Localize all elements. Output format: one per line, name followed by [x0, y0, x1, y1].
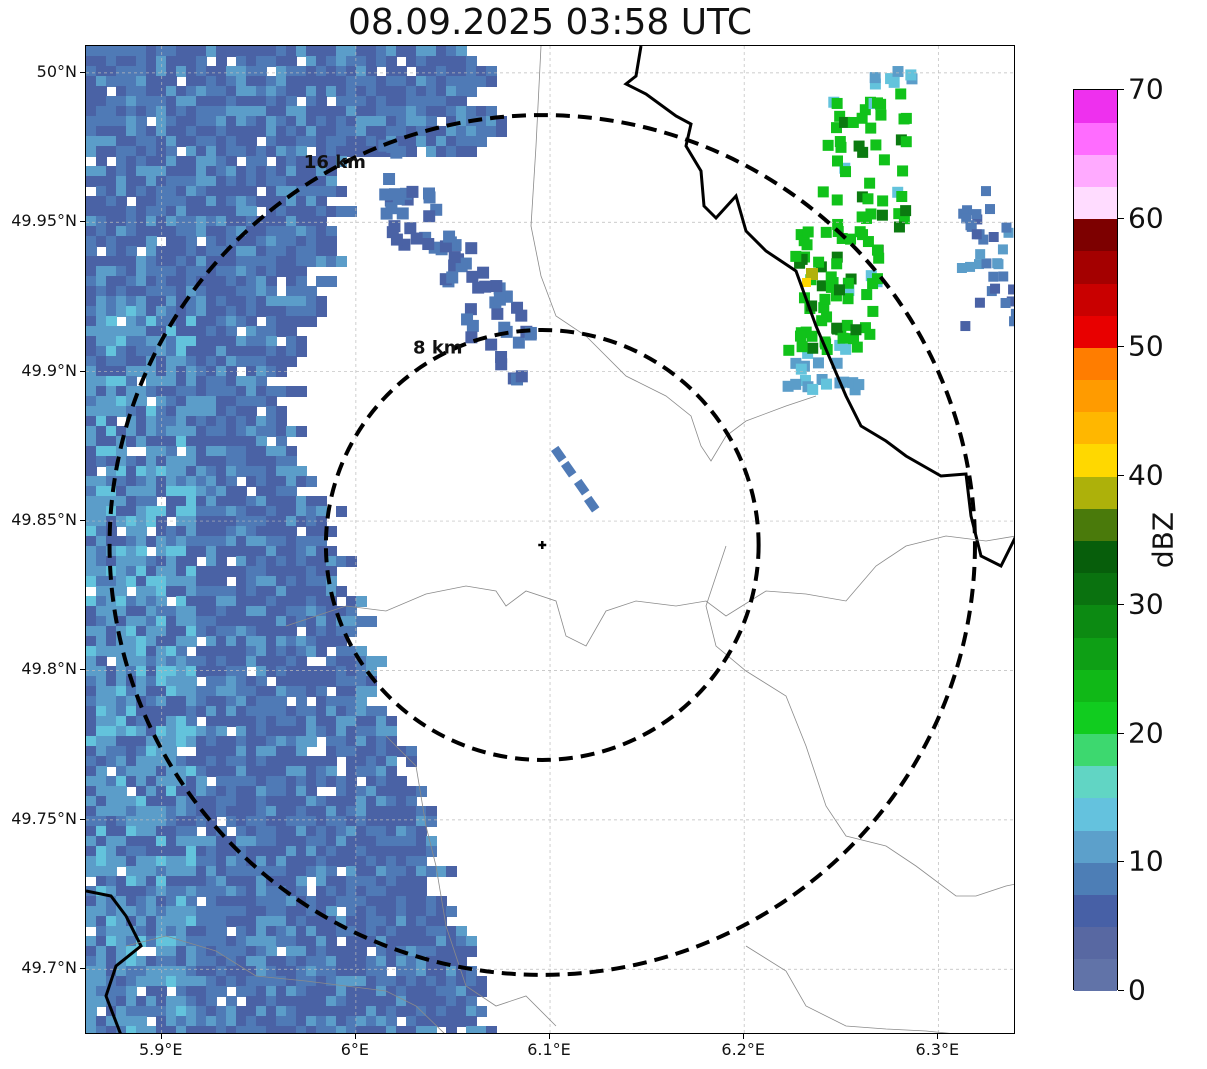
- range-rings: 8 km 16 km: [107, 113, 977, 977]
- colorbar-segment: [1074, 218, 1117, 252]
- lat-tick-label: 49.7°N: [21, 958, 77, 978]
- colorbar-segment: [1074, 90, 1117, 123]
- colorbar-tick-mark: [1118, 89, 1124, 90]
- lat-tick-mark: [80, 968, 85, 970]
- lon-tick-label: 6.1°E: [527, 1040, 571, 1059]
- colorbar-tick-mark: [1118, 603, 1124, 605]
- colorbar-tick-mark: [1118, 475, 1124, 477]
- colorbar-segment: [1074, 186, 1117, 220]
- colorbar-tick-label: 60: [1128, 201, 1164, 235]
- colorbar-segment: [1074, 540, 1117, 574]
- colorbar-segment: [1074, 604, 1117, 638]
- colorbar-tick-label: 30: [1128, 587, 1164, 621]
- colorbar-segment: [1074, 283, 1117, 316]
- precipitation-layer: [86, 46, 1014, 1033]
- lon-tick-label: 5.9°E: [138, 1040, 183, 1059]
- colorbar-tick-label: 0: [1128, 973, 1146, 1007]
- lon-tick-label: 6.3°E: [915, 1040, 960, 1059]
- colorbar-segment: [1074, 476, 1117, 509]
- colorbar-segment: [1074, 154, 1117, 188]
- lat-tick-mark: [80, 818, 85, 820]
- colorbar-segment: [1074, 830, 1117, 863]
- graticule: [86, 46, 1014, 1033]
- colorbar-tick-mark: [1118, 861, 1124, 863]
- range-ring-16km: [107, 113, 977, 977]
- colorbar-segment: [1074, 122, 1117, 155]
- colorbar-tick-mark: [1118, 732, 1124, 734]
- lon-tick-mark: [743, 1034, 745, 1039]
- colorbar-segment: [1074, 733, 1117, 767]
- colorbar-tick-label: 20: [1128, 716, 1164, 750]
- lon-tick-mark: [354, 1034, 356, 1039]
- lat-tick-label: 49.95°N: [11, 211, 77, 231]
- lat-tick-mark: [80, 71, 85, 73]
- colorbar-segment: [1074, 926, 1117, 960]
- colorbar-segment: [1074, 701, 1117, 735]
- range-ring-label: 8 km: [413, 337, 463, 358]
- lat-tick-label: 49.85°N: [11, 510, 77, 530]
- lat-tick-mark: [80, 370, 85, 372]
- radar-map[interactable]: 8 km 16 km: [85, 45, 1015, 1034]
- colorbar-tick-mark: [1118, 990, 1124, 991]
- colorbar-segment: [1074, 572, 1117, 606]
- lat-tick-mark: [80, 221, 85, 223]
- lat-tick-mark: [80, 669, 85, 671]
- map-title: 08.09.2025 03:58 UTC: [347, 2, 753, 43]
- lon-tick-label: 6°E: [340, 1040, 370, 1059]
- dbz-colorbar: [1073, 89, 1118, 992]
- colorbar-label: dBZ: [1146, 511, 1180, 569]
- colorbar-segment: [1074, 862, 1117, 895]
- colorbar-segment: [1074, 443, 1117, 477]
- colorbar-segment: [1074, 958, 1117, 992]
- colorbar-segment: [1074, 508, 1117, 541]
- lon-tick-mark: [160, 1034, 162, 1039]
- colorbar-tick-label: 70: [1128, 72, 1164, 106]
- lat-tick-label: 50°N: [36, 61, 77, 81]
- lat-tick-mark: [80, 520, 85, 522]
- colorbar-tick-label: 50: [1128, 329, 1164, 363]
- colorbar-segment: [1074, 765, 1117, 799]
- colorbar-segment: [1074, 411, 1117, 445]
- radar-map-canvas: 8 km 16 km: [86, 46, 1014, 1033]
- lat-tick-label: 49.8°N: [21, 659, 77, 679]
- lat-tick-label: 49.9°N: [21, 360, 77, 380]
- colorbar-tick-label: 40: [1128, 458, 1164, 492]
- range-ring-label: 16 km: [304, 152, 366, 173]
- lon-tick-label: 6.2°E: [721, 1040, 765, 1059]
- colorbar-segment: [1074, 347, 1117, 381]
- radar-site-marker: [538, 540, 547, 549]
- lon-tick-mark: [549, 1034, 551, 1039]
- range-ring-8km: [323, 328, 761, 762]
- colorbar-tick-mark: [1118, 346, 1124, 348]
- lat-tick-label: 49.75°N: [11, 808, 77, 828]
- colorbar-segment: [1074, 637, 1117, 670]
- colorbar-segment: [1074, 379, 1117, 413]
- colorbar-tick-label: 10: [1128, 844, 1164, 878]
- colorbar-segment: [1074, 250, 1117, 284]
- colorbar-segment: [1074, 669, 1117, 702]
- lon-tick-mark: [937, 1034, 939, 1039]
- colorbar-segment: [1074, 894, 1117, 928]
- colorbar-segment: [1074, 315, 1117, 348]
- border-lines: [86, 46, 1014, 1033]
- colorbar-segment: [1074, 797, 1117, 831]
- colorbar-tick-mark: [1118, 217, 1124, 219]
